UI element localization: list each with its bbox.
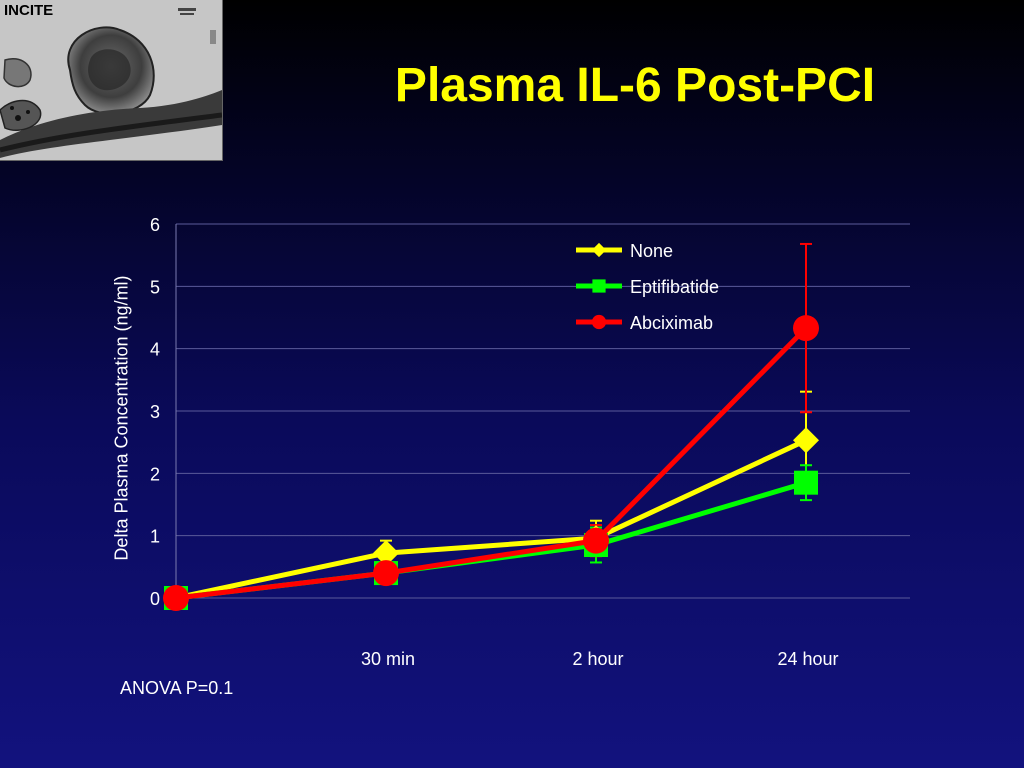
- legend-label: Eptifibatide: [630, 277, 719, 297]
- data-point-abciximab: [793, 315, 819, 342]
- y-tick-label: 5: [150, 277, 160, 297]
- y-tick-label: 3: [150, 402, 160, 422]
- data-point-none: [583, 525, 609, 552]
- data-point-none: [793, 427, 819, 454]
- grid-lines: [175, 223, 910, 599]
- data-point-eptifibatide: [584, 533, 608, 558]
- y-tick-label: 2: [150, 464, 160, 484]
- x-tick-labels: 30 min 2 hour 24 hour: [361, 649, 839, 669]
- y-tick-label: 0: [150, 589, 160, 609]
- micrograph-image: [0, 0, 222, 160]
- logo-label: INCITE: [4, 2, 54, 19]
- y-tick-labels: 0 1 2 3 4 5 6: [150, 215, 160, 609]
- y-tick-label: 4: [150, 340, 160, 360]
- logo-image: INCITE: [0, 0, 223, 161]
- series-markers: [163, 315, 819, 611]
- error-bars: [380, 242, 812, 582]
- data-point-eptifibatide: [794, 470, 818, 495]
- x-tick-label: 24 hour: [777, 649, 838, 669]
- series-lines: [175, 326, 808, 601]
- data-point-abciximab: [163, 585, 189, 611]
- slide-title: Plasma IL-6 Post-PCI: [394, 59, 876, 112]
- y-tick-label: 1: [150, 527, 160, 547]
- x-tick-label: 30 min: [361, 649, 415, 669]
- data-point-abciximab: [583, 527, 609, 554]
- legend-marker: [591, 314, 607, 330]
- legend-label: Abciximab: [630, 313, 713, 333]
- data-point-abciximab: [373, 560, 399, 587]
- legend-marker: [591, 242, 607, 258]
- data-point-none: [163, 585, 189, 611]
- data-point-eptifibatide: [374, 561, 398, 586]
- legend-label: None: [630, 241, 673, 261]
- data-point-eptifibatide: [164, 586, 188, 610]
- series-line-abciximab: [175, 326, 808, 601]
- series-line-eptifibatide: [175, 480, 807, 601]
- x-tick-label: 2 hour: [572, 649, 623, 669]
- y-axis-label: Delta Plasma Concentration (ng/ml): [111, 275, 132, 561]
- anova-note: ANOVA P=0.1: [120, 678, 234, 698]
- y-tick-label: 6: [150, 215, 160, 235]
- data-point-none: [373, 540, 399, 567]
- legend: None Eptifibatide Abciximab: [576, 241, 719, 333]
- legend-marker: [592, 279, 606, 293]
- series-line-none: [175, 438, 808, 601]
